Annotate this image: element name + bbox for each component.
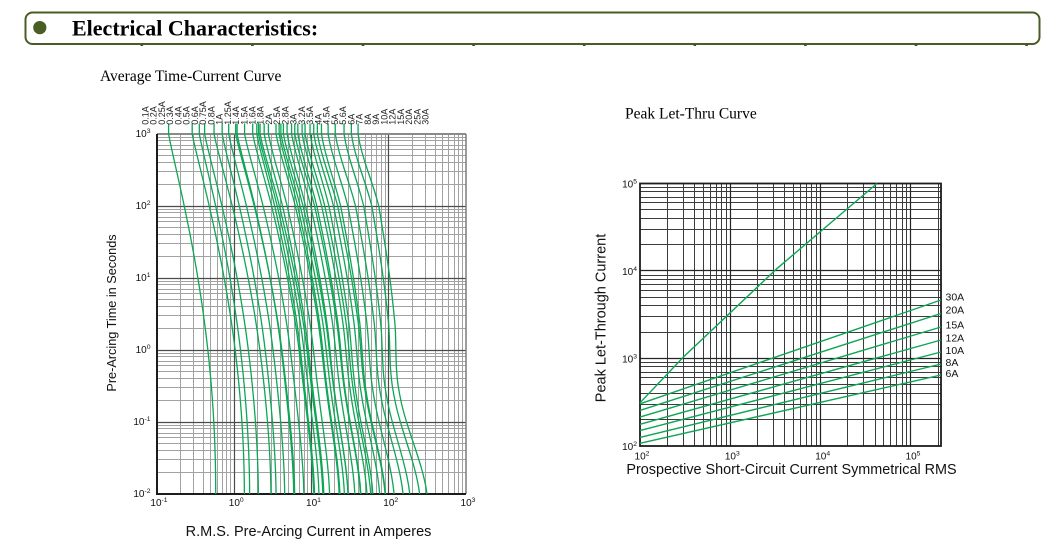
svg-text:0.75A: 0.75A [198, 101, 208, 125]
svg-text:30A: 30A [421, 109, 431, 125]
svg-text:1.8A: 1.8A [256, 106, 266, 125]
svg-text:Peak Let-Through Current: Peak Let-Through Current [594, 234, 610, 402]
svg-text:1.4A: 1.4A [231, 106, 241, 125]
svg-text:2A: 2A [264, 114, 274, 125]
svg-text:0.1A: 0.1A [140, 106, 150, 125]
svg-text:20A: 20A [946, 305, 965, 317]
svg-text:25A: 25A [412, 109, 422, 125]
svg-text:0.3A: 0.3A [165, 106, 175, 125]
svg-text:3A: 3A [289, 114, 299, 125]
svg-text:Prospective Short-Circuit Curr: Prospective Short-Circuit Current Symmet… [626, 462, 956, 478]
svg-text:0.8A: 0.8A [206, 106, 216, 125]
svg-text:Average Time-Current Curve: Average Time-Current Curve [100, 68, 281, 85]
svg-text:8A: 8A [363, 114, 373, 125]
svg-text:15A: 15A [946, 320, 965, 332]
svg-text:Peak Let-Thru Curve: Peak Let-Thru Curve [625, 106, 757, 123]
svg-text:7A: 7A [355, 114, 365, 125]
svg-text:10A: 10A [379, 109, 389, 125]
svg-text:12A: 12A [946, 333, 965, 345]
svg-text:4A: 4A [313, 114, 323, 125]
svg-text:0.4A: 0.4A [173, 106, 183, 125]
svg-text:3.2A: 3.2A [297, 106, 307, 125]
svg-text:20A: 20A [404, 109, 414, 125]
svg-text:8A: 8A [946, 357, 959, 369]
svg-text:0.2A: 0.2A [149, 106, 159, 125]
svg-text:0.6A: 0.6A [190, 106, 200, 125]
svg-text:1A: 1A [215, 114, 225, 125]
svg-text:0.25A: 0.25A [157, 101, 167, 125]
svg-text:15A: 15A [396, 109, 406, 125]
svg-text:R.M.S. Pre-Arcing Current in A: R.M.S. Pre-Arcing Current in Amperes [186, 524, 432, 540]
svg-text:9A: 9A [371, 114, 381, 125]
svg-text:10A: 10A [946, 345, 965, 357]
svg-text:2.5A: 2.5A [272, 106, 282, 125]
svg-text:2.8A: 2.8A [280, 106, 290, 125]
svg-text:30A: 30A [946, 292, 965, 304]
svg-text:4.5A: 4.5A [322, 106, 332, 125]
svg-text:5A: 5A [330, 114, 340, 125]
svg-text:1.6A: 1.6A [248, 106, 258, 125]
svg-text:12A: 12A [388, 109, 398, 125]
svg-text:1.5A: 1.5A [239, 106, 249, 125]
svg-text:6A: 6A [346, 114, 356, 125]
svg-text:0.5A: 0.5A [182, 106, 192, 125]
svg-text:Pre-Arcing Time in Seconds: Pre-Arcing Time in Seconds [105, 234, 119, 391]
svg-text:3.5A: 3.5A [305, 106, 315, 125]
svg-text:5.6A: 5.6A [338, 106, 348, 125]
svg-text:6A: 6A [946, 368, 959, 380]
svg-text:1.25A: 1.25A [223, 101, 233, 125]
svg-text:Electrical Characteristics:: Electrical Characteristics: [72, 16, 318, 41]
